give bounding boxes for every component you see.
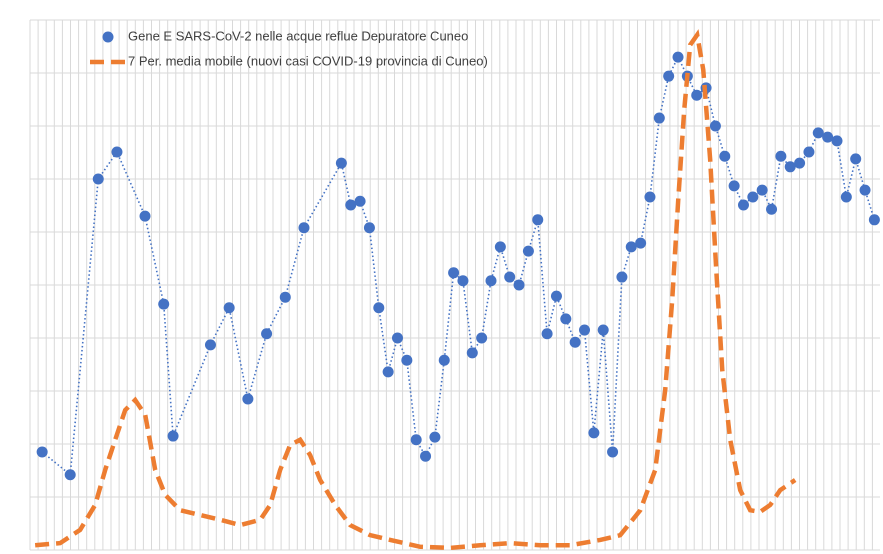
data-point (335, 157, 347, 169)
data-point (579, 324, 591, 336)
data-point (466, 347, 478, 359)
data-point (373, 302, 385, 314)
data-point (382, 366, 394, 378)
data-point (616, 271, 628, 283)
data-point (560, 313, 572, 325)
data-point (663, 70, 675, 82)
data-point (784, 161, 796, 173)
data-point (448, 267, 460, 279)
data-point (204, 339, 216, 351)
data-point (644, 191, 656, 203)
data-point (803, 146, 815, 158)
data-point (653, 112, 665, 124)
data-point (167, 430, 179, 442)
data-point (550, 290, 562, 302)
data-point (635, 237, 647, 249)
data-point (429, 431, 441, 443)
legend-marker (102, 31, 114, 43)
data-point (766, 203, 778, 215)
data-point (64, 469, 76, 481)
data-point (354, 195, 366, 207)
data-point (625, 241, 637, 253)
data-point (513, 279, 525, 291)
data-point (485, 275, 497, 287)
data-point (401, 354, 413, 366)
data-point (391, 332, 403, 344)
data-point (158, 298, 170, 310)
data-point (541, 328, 553, 340)
data-point (840, 191, 852, 203)
data-point (279, 291, 291, 303)
data-point (737, 199, 749, 211)
data-point (532, 214, 544, 226)
series-line (41, 55, 876, 477)
data-point (92, 173, 104, 185)
data-point (261, 328, 273, 340)
data-point (822, 131, 834, 143)
data-point (728, 180, 740, 192)
data-point (223, 302, 235, 314)
data-point (812, 127, 824, 139)
data-point (438, 354, 450, 366)
data-point (504, 271, 516, 283)
data-point (36, 446, 48, 458)
data-point (672, 51, 684, 63)
data-point (831, 135, 843, 147)
legend-label: 7 Per. media mobile (nuovi casi COVID-19… (128, 53, 488, 68)
data-point (607, 446, 619, 458)
data-point (410, 434, 422, 446)
data-point (457, 275, 469, 287)
data-point (775, 150, 787, 162)
data-point (719, 150, 731, 162)
data-point (597, 324, 609, 336)
data-point (242, 393, 254, 405)
data-point (345, 199, 357, 211)
data-point (139, 210, 151, 222)
data-point (298, 222, 310, 234)
data-point (709, 120, 721, 132)
data-point (756, 184, 768, 196)
data-point (588, 427, 600, 439)
legend-label: Gene E SARS-CoV-2 nelle acque reflue Dep… (128, 28, 468, 43)
data-point (494, 241, 506, 253)
data-point (420, 450, 432, 462)
data-point (111, 146, 123, 158)
data-point (794, 157, 806, 169)
data-point (522, 245, 534, 257)
series-line (34, 29, 797, 551)
data-point (850, 153, 862, 165)
data-point (691, 89, 703, 101)
data-point (859, 184, 871, 196)
data-point (363, 222, 375, 234)
data-point (747, 191, 759, 203)
data-point (868, 214, 880, 226)
data-point (569, 336, 581, 348)
data-point (476, 332, 488, 344)
